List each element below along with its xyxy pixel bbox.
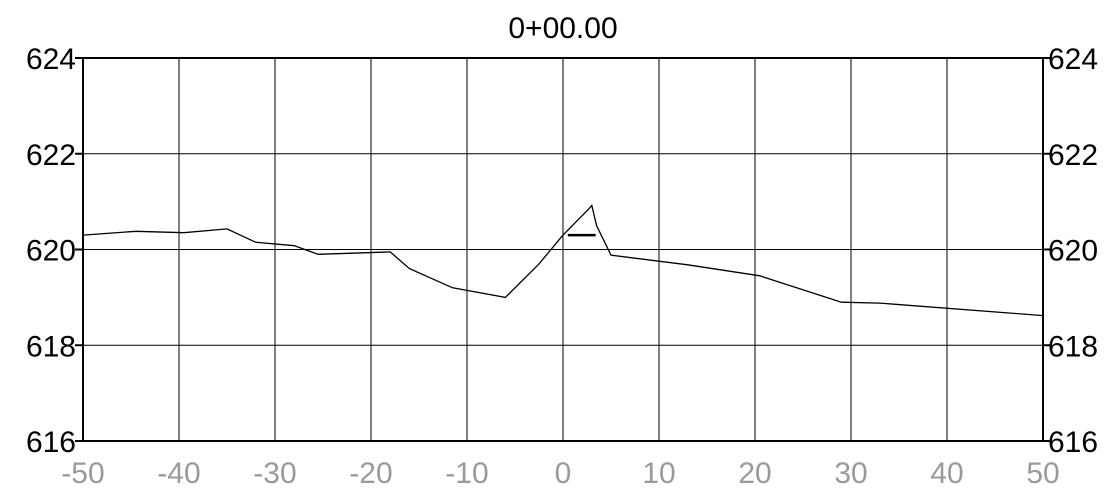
chart-title: 0+00.00 (508, 12, 617, 45)
x-tick-label: 40 (930, 457, 963, 490)
x-tick-label: -20 (349, 457, 392, 490)
x-tick-label: -10 (445, 457, 488, 490)
x-tick-label: 10 (642, 457, 675, 490)
x-tick-label: -40 (157, 457, 200, 490)
series-line-0 (82, 204, 1044, 317)
y-tick-label-right: 616 (1048, 426, 1098, 459)
x-tick-label: 50 (1026, 457, 1059, 490)
y-tick-label-right: 622 (1048, 139, 1098, 172)
axis-ticks (75, 57, 1051, 442)
grid (83, 58, 1043, 441)
y-tick-label-left: 616 (26, 426, 76, 459)
series-layer (82, 204, 1044, 317)
y-tick-label-right: 624 (1048, 43, 1098, 76)
tick-labels: 616 616 618 618 620 620 622 622 624 624 -50 -40 -30 -… (26, 43, 1098, 490)
y-tick-label-left: 622 (26, 139, 76, 172)
x-tick-label: -30 (253, 457, 296, 490)
x-tick-label: -50 (61, 457, 104, 490)
y-tick-label-right: 618 (1048, 330, 1098, 363)
x-tick-label: 30 (834, 457, 867, 490)
y-tick-label-left: 618 (26, 330, 76, 363)
y-tick-label-right: 620 (1048, 235, 1098, 268)
y-tick-label-left: 620 (26, 235, 76, 268)
x-tick-label: 0 (555, 457, 572, 490)
x-tick-label: 20 (738, 457, 771, 490)
y-tick-label-left: 624 (26, 43, 76, 76)
